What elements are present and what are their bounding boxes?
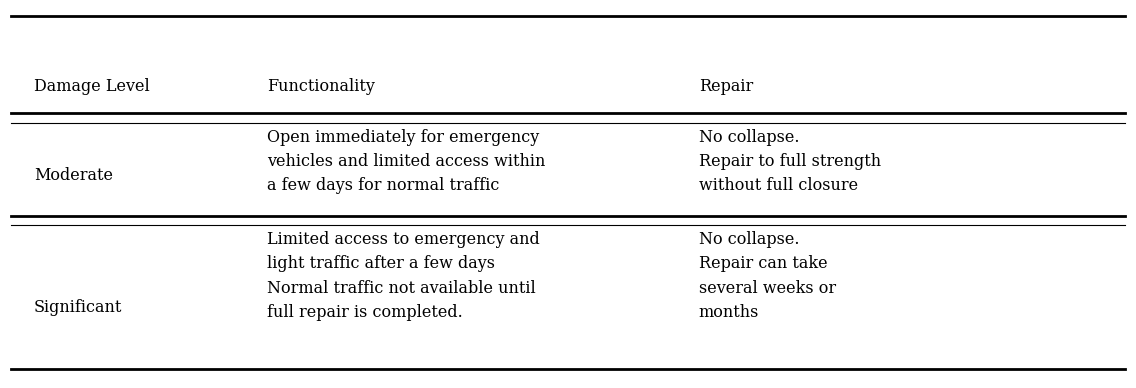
Text: Functionality: Functionality — [267, 78, 375, 95]
Text: No collapse.
Repair to full strength
without full closure: No collapse. Repair to full strength wit… — [699, 129, 880, 194]
Text: Open immediately for emergency
vehicles and limited access within
a few days for: Open immediately for emergency vehicles … — [267, 129, 545, 194]
Text: Limited access to emergency and
light traffic after a few days
Normal traffic no: Limited access to emergency and light tr… — [267, 231, 540, 321]
Text: Repair: Repair — [699, 78, 753, 95]
Text: No collapse.
Repair can take
several weeks or
months: No collapse. Repair can take several wee… — [699, 231, 836, 321]
Text: Moderate: Moderate — [34, 167, 114, 184]
Text: Significant: Significant — [34, 299, 123, 316]
Text: Damage Level: Damage Level — [34, 78, 150, 95]
